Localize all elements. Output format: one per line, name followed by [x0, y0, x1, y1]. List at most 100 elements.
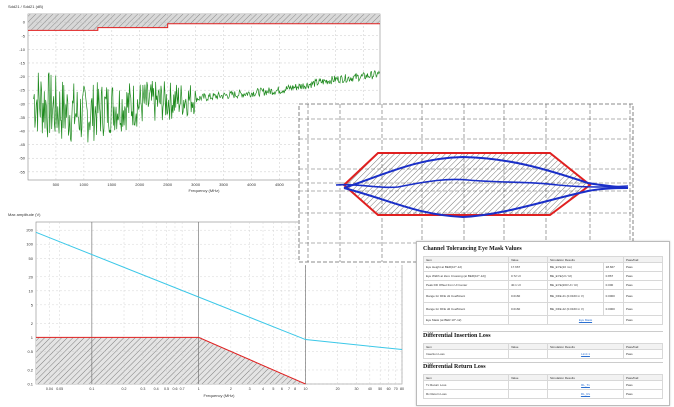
row-pass: Pass	[623, 380, 663, 390]
row-result: 0.0000	[602, 289, 625, 303]
eye-mask-link[interactable]: Eye Mask	[578, 318, 593, 322]
section-divider	[423, 331, 663, 332]
eye-section-title: Channel Tolerancing Eye Mask Values	[423, 246, 522, 252]
insertion-link[interactable]: Limit 1	[581, 352, 590, 356]
row-value: 0.72 UI	[508, 271, 548, 281]
x-tick-label: 0.05	[56, 387, 63, 391]
x-axis-label: Frequency (MHz)	[189, 188, 221, 193]
row-sim: BE_EYE(200 UI / UI)	[547, 280, 604, 290]
x-tick-label: 500	[53, 182, 60, 187]
x-tick-label: 1000	[79, 182, 89, 187]
row-value: 40.1 UI	[508, 280, 548, 290]
x-tick-label: 3000	[191, 182, 201, 187]
y-tick-label: 0.1	[27, 382, 33, 387]
row-item: Insertion Loss	[423, 349, 509, 359]
x-tick-label: 0.4	[154, 387, 159, 391]
row-item: Peak DD Offset from UI Center	[423, 280, 509, 290]
limit-hatch	[36, 337, 306, 384]
y-tick-label: 5	[31, 302, 34, 307]
x-tick-label: 1	[198, 387, 200, 391]
y-tick-label: 10	[29, 288, 34, 293]
row-item: Tx Return Loss	[423, 380, 509, 390]
x-tick-label: 3	[249, 387, 251, 391]
row-value	[508, 380, 548, 390]
row-value	[508, 349, 548, 359]
return-table: Item Value Simulation Results Pass/Fail …	[423, 374, 663, 399]
table-row: Eye Height at BER(10^-12) 17.667 BE_EYE(…	[423, 262, 663, 272]
x-tick-label: 0.1	[89, 387, 94, 391]
amplitude-trace	[35, 231, 403, 351]
eye-mask-hatch	[344, 153, 590, 215]
x-tick-label: 4	[262, 387, 264, 391]
measured-trace	[33, 69, 380, 143]
row-item: Range for DFE d1 Coefficient	[423, 289, 509, 303]
eye-diagram-svg	[298, 103, 634, 263]
return-section-title: Differential Return Loss	[423, 364, 486, 370]
eye-cross-trace	[335, 178, 629, 189]
row-pass: Pass	[623, 262, 663, 272]
row-item: Range for DFE d2 Coefficient	[423, 302, 509, 316]
x-tick-label: 40	[368, 387, 372, 391]
row-result: 0.0000	[602, 302, 625, 316]
x-axis-label: Frequency (MHz)	[204, 393, 236, 398]
y-tick-label: 200	[26, 228, 33, 233]
y-tick-label: -55	[19, 169, 26, 174]
table-row: Range for DFE d1 Coefficient 0.0160 BE_D…	[423, 289, 663, 303]
row-pass: Pass	[623, 280, 663, 290]
x-tick-label: 0.2	[122, 387, 127, 391]
x-tick-label: 2000	[135, 182, 145, 187]
x-tick-label: 8	[294, 387, 296, 391]
y-tick-label: -35	[19, 115, 26, 120]
x-tick-label: 2500	[163, 182, 173, 187]
x-tick-label: 4000	[247, 182, 257, 187]
bottom-chart-title: Max amplitude (V)	[8, 212, 41, 217]
table-row: Insertion Loss Limit 1 Pass	[423, 349, 663, 359]
eye-results-table: Item Value Simulation Results Pass/Fail …	[423, 256, 663, 325]
table-row: Tx Return Loss RL_Tx Pass	[423, 380, 663, 390]
tx-return-link[interactable]: RL_Tx	[581, 383, 590, 387]
y-tick-label: 0.5	[27, 349, 33, 354]
y-tick-label: -40	[19, 129, 26, 134]
x-tick-label: 2	[230, 387, 232, 391]
x-tick-label: 1500	[107, 182, 117, 187]
y-tick-label: 0	[23, 20, 26, 25]
x-tick-label: 50	[378, 387, 382, 391]
row-result: 0.000	[602, 280, 625, 290]
y-tick-label: 20	[29, 274, 34, 279]
row-value	[508, 315, 548, 325]
row-value: 17.667	[508, 262, 548, 272]
table-row: Eye Width at Zero Crossing (at BER(10^-1…	[423, 271, 663, 281]
y-tick-label: -15	[19, 60, 26, 65]
limit-line	[36, 336, 306, 385]
x-tick-label: 0.6	[172, 387, 177, 391]
x-tick-label: 30	[354, 387, 358, 391]
row-item: Rx Return Loss	[423, 389, 509, 399]
y-tick-label: -5	[21, 33, 25, 38]
limit-line	[28, 23, 380, 31]
row-value: 0.0160	[508, 302, 548, 316]
bottom-chart-svg: 200 100 50 20 10 5 2 1 0.5 0.2 0.1 0.04 0.05 0.1 0.2 0.…	[26, 221, 404, 398]
eye-upper-trace	[343, 155, 629, 189]
row-sim: BE_EYE(10 mv)	[547, 262, 604, 272]
x-tick-label: 5	[272, 387, 274, 391]
y-tick-label: -20	[19, 74, 26, 79]
insertion-section-title: Differential Insertion Loss	[423, 333, 491, 339]
row-pass: Pass	[623, 389, 663, 399]
row-pass: Pass	[623, 349, 663, 359]
x-tick-label: 10	[304, 387, 308, 391]
x-tick-label: 0.04	[46, 387, 53, 391]
y-tick-label: 100	[26, 242, 33, 247]
row-sim: BE_EYE(UI / UI)	[547, 271, 604, 281]
row-sim: BE_DFE d2 (0.0160 in V)	[547, 302, 604, 316]
row-item: Eye Height at BER(10^-12)	[423, 262, 509, 272]
y-tick-label: 1	[31, 335, 34, 340]
y-tick-label: 0.2	[27, 367, 33, 372]
y-tick-label: -45	[19, 142, 26, 147]
x-tick-label: 4500	[275, 182, 285, 187]
insertion-table: Item Value Simulation Results Pass/Fail …	[423, 343, 663, 359]
section-divider	[423, 362, 663, 363]
x-tick-label: 0.7	[180, 387, 185, 391]
rx-return-link[interactable]: RL_Rx	[580, 392, 591, 396]
table-row: Range for DFE d2 Coefficient 0.0160 BE_D…	[423, 302, 663, 316]
table-row: Rx Return Loss RL_Rx Pass	[423, 389, 663, 399]
